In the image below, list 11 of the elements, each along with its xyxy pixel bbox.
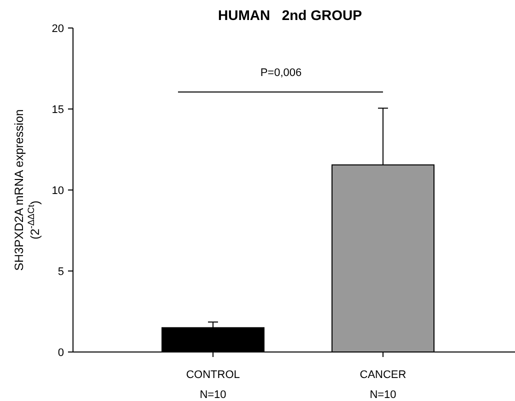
y-tick-label: 0 xyxy=(58,346,64,359)
x-tick-label: CONTROL xyxy=(186,369,240,381)
y-tick-label: 20 xyxy=(52,22,64,35)
x-tick-label: CANCER xyxy=(360,369,406,381)
y-tick-label: 5 xyxy=(58,266,64,278)
text: N=10 xyxy=(200,389,226,401)
y-tick-label: 10 xyxy=(52,184,64,197)
y-tick-label: 15 xyxy=(52,104,64,116)
annotation: P=0,006 xyxy=(260,66,302,79)
text: N=10 xyxy=(370,389,396,401)
chart-title: HUMAN 2nd GROUP xyxy=(218,7,362,23)
